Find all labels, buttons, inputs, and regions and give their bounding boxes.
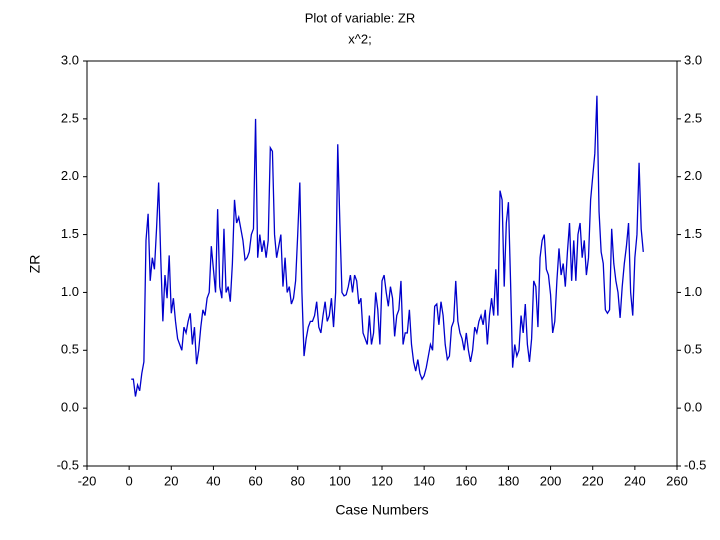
y2-tick-label: 3.0 [684,52,702,67]
y-tick-label: 3.0 [61,52,79,67]
y2-tick-label: 2.0 [684,168,702,183]
x-tick-label: 80 [290,473,304,488]
y2-tick-label: 0.0 [684,400,702,415]
y-tick-label: -0.5 [57,457,79,472]
x-tick-label: 0 [126,473,133,488]
y2-tick-label: 0.5 [684,342,702,357]
x-tick-label: 260 [666,473,688,488]
y2-tick-label: 1.5 [684,226,702,241]
y-tick-label: 0.0 [61,400,79,415]
plot-frame [86,60,678,467]
y2-tick-label: 2.5 [684,110,702,125]
y-tick-label: 2.0 [61,168,79,183]
chart-subtitle: x^2; [348,31,371,46]
y2-tick-label: -0.5 [684,457,706,472]
x-tick-label: 180 [498,473,520,488]
y-tick-label: 2.5 [61,110,79,125]
x-tick-label: 240 [624,473,646,488]
x-tick-label: 20 [164,473,178,488]
y-axis-label: ZR [27,255,43,274]
data-line [131,95,644,397]
x-tick-label: 220 [582,473,604,488]
x-tick-label: 120 [371,473,393,488]
x-tick-label: -20 [78,473,97,488]
x-tick-label: 140 [413,473,435,488]
y-tick-label: 1.5 [61,226,79,241]
x-tick-label: 60 [248,473,262,488]
y2-tick-label: 1.0 [684,284,702,299]
x-axis-label: Case Numbers [335,502,428,518]
x-tick-label: 100 [329,473,351,488]
y-tick-label: 1.0 [61,284,79,299]
chart-title: Plot of variable: ZR [305,10,416,25]
x-tick-label: 40 [206,473,220,488]
y-tick-label: 0.5 [61,342,79,357]
x-tick-label: 160 [455,473,477,488]
x-tick-label: 200 [540,473,562,488]
